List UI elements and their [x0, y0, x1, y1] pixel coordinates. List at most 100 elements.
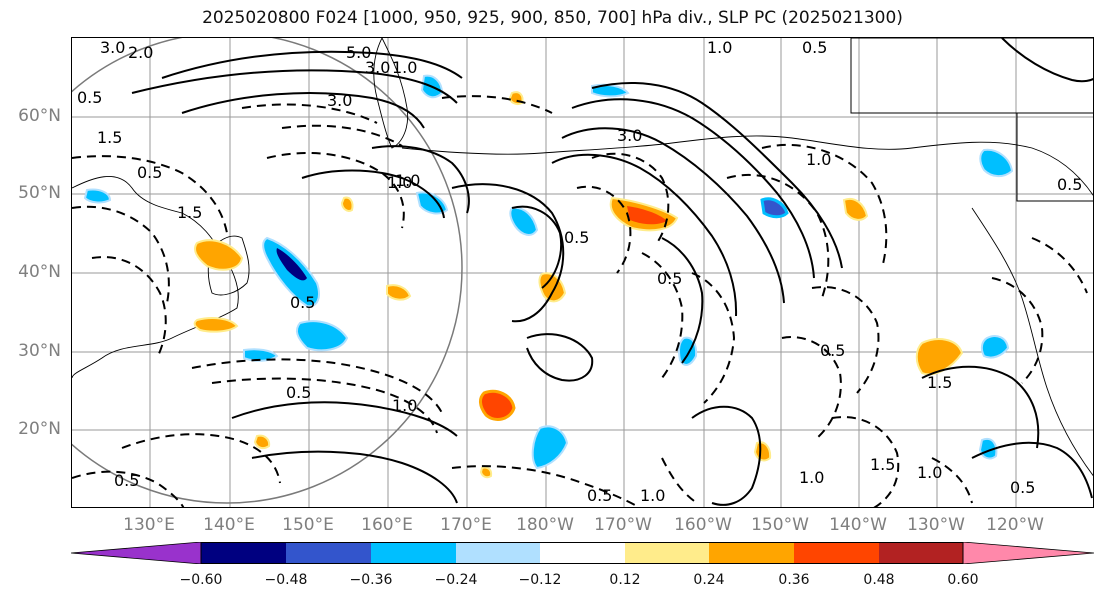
lat-label-60n: 60°N — [18, 106, 61, 126]
div-blob-orange-12 — [340, 196, 354, 212]
contour-label: 1.5 — [177, 203, 202, 222]
contour-label: 3.0 — [617, 126, 642, 145]
contour-label: 0.5 — [657, 269, 682, 288]
div-blob-orange-10 — [253, 434, 271, 450]
coastline-japan — [207, 235, 250, 296]
inset-box-2 — [1016, 112, 1093, 202]
div-blob-orange-6 — [842, 197, 869, 221]
contour-label: 0.5 — [802, 38, 827, 57]
div-blob-navy-japan — [276, 248, 307, 281]
lat-label-30n: 30°N — [18, 341, 61, 361]
contour-label: 1.0 — [387, 173, 412, 192]
div-blob-blue-11 — [83, 188, 112, 204]
colorbar-tick-label: 0.48 — [863, 572, 895, 588]
colorbar-segment — [879, 542, 963, 564]
div-blob-orangered-4 — [627, 206, 667, 225]
contour-label: 0.5 — [564, 228, 589, 247]
colorbar-segment — [201, 542, 286, 564]
contour-label: 1.0 — [392, 396, 417, 415]
lon-label-140w: 140°W — [829, 515, 887, 535]
div-blob-blue-13 — [678, 336, 698, 366]
contour-label: 1.0 — [395, 171, 420, 190]
contour-label: 5.0 — [346, 43, 371, 62]
colorbar-segment — [540, 542, 625, 564]
contour-label: 1.5 — [97, 128, 122, 147]
div-blob-orange-1 — [194, 239, 244, 271]
colorbar-segment — [709, 542, 794, 564]
lon-label-150w: 150°W — [751, 515, 809, 535]
contour-label: 1.0 — [806, 150, 831, 169]
div-blob-orange-3 — [386, 284, 412, 301]
inset-box — [850, 38, 1093, 114]
lon-label-150e: 150°E — [282, 515, 334, 535]
contour-label: 1.0 — [917, 463, 942, 482]
lon-label-140e: 140°E — [203, 515, 255, 535]
contours-negative — [72, 95, 1088, 507]
contour-labels: 3.0 2.0 5.0 3.0 1.0 0.5 3.0 1.5 0.5 3.0 … — [77, 38, 1082, 505]
colorbar-segment-max — [962, 542, 1094, 564]
colorbar-tick-label: −0.60 — [179, 572, 223, 588]
contour-label: 0.5 — [820, 341, 845, 360]
contour-label: 0.5 — [114, 471, 139, 490]
contour-label: 1.5 — [870, 455, 895, 474]
coastline-north-america — [971, 207, 1093, 477]
colorbar-tick-label: −0.48 — [264, 572, 308, 588]
lon-label-160e: 160°E — [361, 515, 413, 535]
div-blob-orange-2 — [193, 317, 239, 333]
div-blob-orange-9 — [753, 441, 772, 462]
coastline-asia — [72, 176, 239, 379]
contour-label: 0.5 — [286, 383, 311, 402]
map-title: 2025020800 F024 [1000, 950, 925, 900, 85… — [202, 8, 903, 28]
contour-label: 1.0 — [392, 58, 417, 77]
contour-label: 1.5 — [927, 373, 952, 392]
map-canvas: 3.0 2.0 5.0 3.0 1.0 0.5 3.0 1.5 0.5 3.0 … — [72, 38, 1093, 507]
div-blob-blue-2 — [295, 320, 349, 352]
lat-label-40n: 40°N — [18, 262, 61, 282]
div-blob-blue-7 — [980, 335, 1010, 359]
focus-region-circle — [72, 38, 463, 504]
contour-label: 0.5 — [290, 293, 315, 312]
contours-positive — [131, 38, 1093, 506]
contour-label: 3.0 — [327, 91, 352, 110]
div-blob-orange-11 — [479, 466, 493, 479]
lat-label-20n: 20°N — [18, 419, 61, 439]
contour-label: 1.0 — [640, 486, 665, 505]
colorbar-segment — [794, 542, 879, 564]
colorbar-tick-label: −0.36 — [349, 572, 393, 588]
div-blob-blue-8 — [979, 148, 1014, 178]
div-blob-blue-3 — [243, 348, 279, 362]
div-blob-blue-6 — [531, 425, 569, 470]
colorbar-segment — [286, 542, 371, 564]
contour-label: 0.5 — [77, 88, 102, 107]
lon-label-120w: 120°W — [986, 515, 1044, 535]
coastline-aleutians — [401, 142, 673, 155]
colorbar-outline — [200, 542, 964, 564]
colorbar-tick-label: 0.36 — [778, 572, 810, 588]
colorbar — [71, 542, 1094, 564]
colorbar-segment — [371, 542, 456, 564]
div-blob-orange-7 — [479, 389, 516, 421]
colorbar-segment — [456, 542, 540, 564]
div-blob-orange-8 — [915, 338, 964, 376]
div-blob-blue-4 — [509, 206, 539, 236]
contour-label: 2.0 — [128, 43, 153, 62]
divergence-shading — [83, 74, 1014, 479]
contour-label: 3.0 — [100, 38, 125, 57]
contour-label: 3.0 — [365, 58, 390, 77]
coastline-kamchatka — [373, 38, 409, 149]
contour-label: 0.5 — [1010, 478, 1035, 497]
coastlines — [72, 38, 1093, 477]
colorbar-tick-label: 0.24 — [693, 572, 725, 588]
coastline-alaska — [671, 135, 1093, 196]
div-blob-blue-5 — [760, 197, 789, 219]
colorbar-segment — [625, 542, 709, 564]
lon-label-170w: 170°W — [594, 515, 652, 535]
lon-label-180w: 180°W — [516, 515, 574, 535]
colorbar-segment-min — [71, 542, 202, 564]
lon-label-130w: 130°W — [907, 515, 965, 535]
colorbar-tick-label: −0.24 — [434, 572, 478, 588]
lon-label-170e: 170°E — [440, 515, 492, 535]
lat-label-50n: 50°N — [18, 183, 61, 203]
colorbar-tick-label: −0.12 — [518, 572, 562, 588]
contour-label: 0.5 — [137, 163, 162, 182]
